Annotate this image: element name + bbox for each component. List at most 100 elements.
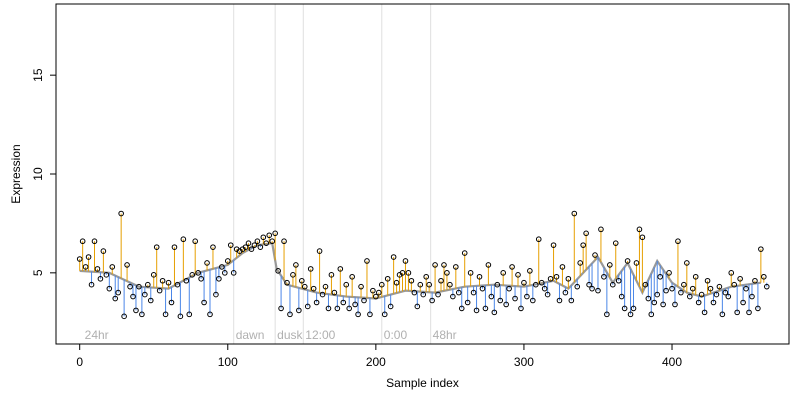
data-point-124 <box>444 270 450 276</box>
data-point-180 <box>609 281 616 288</box>
data-point-203 <box>678 289 684 296</box>
data-point-196 <box>657 273 663 280</box>
data-point-200 <box>669 285 675 292</box>
data-point-214 <box>710 299 717 306</box>
data-point-7 <box>97 275 104 282</box>
data-point-62 <box>260 234 267 241</box>
data-point-96 <box>361 297 367 304</box>
x-tick-label-4: 400 <box>662 355 682 369</box>
data-point-231 <box>761 273 767 280</box>
data-point-149 <box>518 305 524 312</box>
data-point-100 <box>373 293 379 300</box>
data-point-162 <box>556 297 563 304</box>
data-point-27 <box>156 287 163 294</box>
data-point-123 <box>441 262 447 268</box>
data-point-159 <box>547 275 554 282</box>
data-point-199 <box>666 270 672 276</box>
data-point-140 <box>491 309 498 316</box>
data-point-133 <box>470 289 477 296</box>
data-point-170 <box>580 242 586 248</box>
data-point-153 <box>530 297 536 304</box>
data-point-51 <box>227 242 234 248</box>
y-tick-label-2: 15 <box>31 68 45 82</box>
data-point-161 <box>553 273 560 280</box>
data-point-224 <box>740 299 746 306</box>
data-point-111 <box>405 270 412 276</box>
data-point-72 <box>290 272 296 278</box>
data-point-50 <box>224 258 231 264</box>
annotation-2: dusk <box>277 328 303 342</box>
data-point-74 <box>296 307 302 314</box>
data-point-95 <box>358 283 364 290</box>
data-point-232 <box>763 283 770 290</box>
data-point-25 <box>150 272 157 278</box>
data-point-92 <box>349 273 355 280</box>
data-point-202 <box>675 238 681 245</box>
data-point-198 <box>663 287 669 294</box>
data-point-70 <box>284 279 290 286</box>
data-point-57 <box>245 240 252 246</box>
data-point-0 <box>76 256 83 262</box>
data-point-17 <box>127 283 133 290</box>
data-point-37 <box>186 311 193 318</box>
data-point-1 <box>79 238 86 245</box>
data-point-32 <box>171 244 178 250</box>
data-point-109 <box>399 270 406 276</box>
data-point-90 <box>343 281 350 288</box>
data-point-113 <box>411 289 418 296</box>
data-point-64 <box>266 232 273 239</box>
data-point-44 <box>207 311 213 318</box>
data-point-190 <box>639 234 646 241</box>
data-point-9 <box>103 272 110 278</box>
data-point-177 <box>601 273 607 280</box>
data-point-150 <box>521 279 527 286</box>
data-point-126 <box>450 293 456 300</box>
data-point-31 <box>168 299 175 306</box>
data-point-204 <box>681 281 687 288</box>
data-point-157 <box>541 285 548 292</box>
data-point-88 <box>337 266 344 272</box>
data-point-225 <box>743 285 749 292</box>
data-point-84 <box>325 305 332 312</box>
data-points <box>76 210 770 320</box>
data-point-221 <box>731 281 738 288</box>
data-point-69 <box>281 238 287 245</box>
data-point-12 <box>112 295 119 302</box>
data-point-46 <box>213 291 219 298</box>
data-point-71 <box>287 311 293 318</box>
data-point-222 <box>734 309 740 316</box>
data-point-125 <box>447 281 453 288</box>
data-point-215 <box>713 291 720 298</box>
x-tick-label-3: 300 <box>514 355 534 369</box>
data-point-2 <box>82 264 89 270</box>
data-point-141 <box>494 281 501 288</box>
data-point-112 <box>408 277 415 284</box>
data-point-114 <box>414 303 421 310</box>
data-point-205 <box>684 260 690 266</box>
x-tick-label-1: 100 <box>218 355 238 369</box>
data-point-13 <box>115 289 121 296</box>
data-point-97 <box>364 258 370 264</box>
data-point-103 <box>381 311 388 318</box>
data-point-152 <box>527 268 533 274</box>
data-point-211 <box>701 309 708 316</box>
data-point-175 <box>595 287 601 294</box>
data-point-230 <box>758 246 764 252</box>
data-point-174 <box>592 252 598 258</box>
data-point-228 <box>752 277 758 284</box>
data-point-94 <box>355 311 361 318</box>
data-point-18 <box>130 293 136 300</box>
data-point-8 <box>100 248 107 254</box>
data-point-184 <box>621 305 628 312</box>
data-point-130 <box>461 250 468 256</box>
data-point-3 <box>85 254 92 260</box>
annotation-3: 12:00 <box>305 328 335 342</box>
data-point-167 <box>571 210 578 217</box>
data-point-16 <box>124 262 130 268</box>
data-point-166 <box>568 297 575 304</box>
data-point-41 <box>198 275 204 282</box>
data-point-206 <box>686 293 693 300</box>
data-point-135 <box>476 273 483 280</box>
data-point-220 <box>728 270 735 276</box>
data-point-6 <box>94 266 101 272</box>
